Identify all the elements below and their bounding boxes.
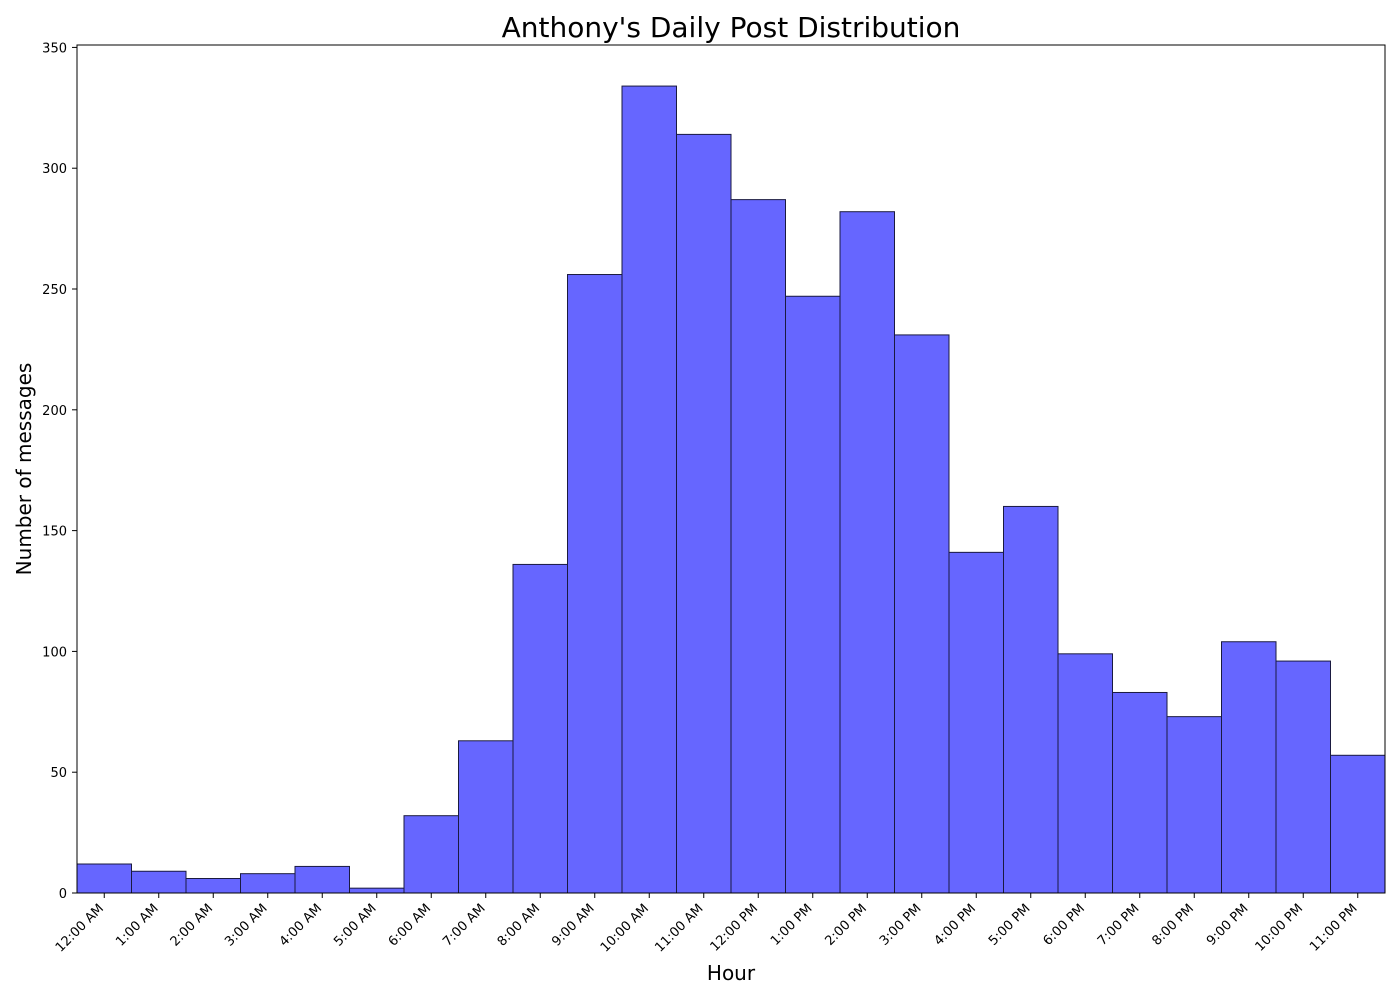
bar-14 xyxy=(839,211,895,894)
bar-11 xyxy=(676,133,732,894)
x-axis-ticks: 12:00 AM 1:00 AM 2:00 AM 3:00 AM 4:00 AM 5:00… xyxy=(53,893,1361,955)
bar-19 xyxy=(1112,691,1168,894)
x-tick-label-14: 2:00 PM xyxy=(822,901,870,949)
x-tick-label-4: 4:00 AM xyxy=(277,901,325,949)
bar-23 xyxy=(1330,754,1386,894)
x-tick-label-8: 8:00 AM xyxy=(495,901,543,949)
x-tick-label-2: 2:00 AM xyxy=(168,901,216,949)
x-tick-label-17: 5:00 PM xyxy=(986,901,1034,949)
bar-4 xyxy=(294,865,350,894)
y-tick-label-2: 100 xyxy=(42,645,67,660)
bar-5 xyxy=(349,887,405,894)
x-tick-label-12: 12:00 PM xyxy=(708,901,761,954)
bars-group xyxy=(76,85,1386,894)
plot-frame xyxy=(76,44,1386,894)
x-tick-label-6: 6:00 AM xyxy=(386,901,434,949)
x-tick-label-1: 1:00 AM xyxy=(113,901,161,949)
bar-8 xyxy=(512,563,568,894)
x-tick-label-3: 3:00 AM xyxy=(222,901,270,949)
bar-9 xyxy=(567,274,623,894)
x-tick-label-0: 12:00 AM xyxy=(53,901,107,955)
bar-2 xyxy=(185,878,241,894)
x-tick-label-5: 5:00 AM xyxy=(331,901,379,949)
y-axis-label: Number of messages xyxy=(12,363,36,576)
y-tick-label-7: 350 xyxy=(42,41,67,56)
x-tick-label-21: 9:00 PM xyxy=(1204,901,1252,949)
y-tick-label-4: 200 xyxy=(42,404,67,419)
y-tick-label-3: 150 xyxy=(42,525,67,540)
y-tick-label-1: 50 xyxy=(50,766,67,781)
bar-22 xyxy=(1275,660,1331,894)
bar-20 xyxy=(1166,716,1222,894)
x-tick-label-11: 11:00 AM xyxy=(652,901,706,955)
x-tick-label-16: 4:00 PM xyxy=(931,901,979,949)
bar-12 xyxy=(730,199,786,894)
bar-10 xyxy=(621,85,677,894)
x-tick-label-10: 10:00 AM xyxy=(598,901,652,955)
bar-3 xyxy=(240,873,296,894)
bar-6 xyxy=(403,815,459,894)
bar-15 xyxy=(894,334,950,894)
bar-18 xyxy=(1057,653,1113,894)
bar-7 xyxy=(458,740,514,894)
bar-16 xyxy=(948,551,1004,894)
x-tick-label-23: 11:00 PM xyxy=(1307,901,1360,954)
x-tick-label-9: 9:00 AM xyxy=(549,901,597,949)
y-tick-label-6: 300 xyxy=(42,162,67,177)
x-tick-label-18: 6:00 PM xyxy=(1040,901,1088,949)
x-tick-label-20: 8:00 PM xyxy=(1149,901,1197,949)
bar-21 xyxy=(1221,641,1277,894)
x-tick-label-22: 10:00 PM xyxy=(1253,901,1306,954)
x-axis-label: Hour xyxy=(707,961,756,985)
bar-17 xyxy=(1003,505,1059,894)
chart-title: Anthony's Daily Post Distribution xyxy=(502,11,961,44)
y-tick-label-5: 250 xyxy=(42,283,67,298)
bar-13 xyxy=(785,295,841,894)
x-tick-label-13: 1:00 PM xyxy=(768,901,816,949)
bar-0 xyxy=(76,863,132,894)
y-axis-ticks: 0 50 100 150 200 250 300 350 xyxy=(42,41,77,902)
x-tick-label-19: 7:00 PM xyxy=(1095,901,1143,949)
x-tick-label-15: 3:00 PM xyxy=(877,901,925,949)
y-tick-label-0: 0 xyxy=(59,887,67,902)
bar-1 xyxy=(131,870,187,894)
x-tick-label-7: 7:00 AM xyxy=(440,901,488,949)
